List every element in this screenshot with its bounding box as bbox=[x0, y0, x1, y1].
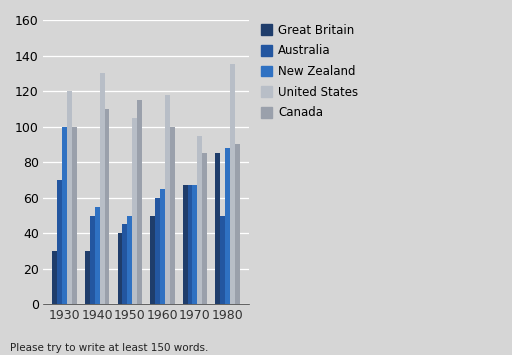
Bar bbox=[235, 144, 240, 304]
Bar bbox=[187, 185, 193, 304]
Bar bbox=[132, 118, 137, 304]
Bar bbox=[118, 233, 122, 304]
Bar bbox=[193, 185, 198, 304]
Bar bbox=[155, 198, 160, 304]
Bar bbox=[52, 251, 57, 304]
Bar bbox=[220, 215, 225, 304]
Legend: Great Britain, Australia, New Zealand, United States, Canada: Great Britain, Australia, New Zealand, U… bbox=[257, 20, 362, 123]
Bar bbox=[160, 189, 165, 304]
Bar bbox=[85, 251, 90, 304]
Bar bbox=[62, 127, 67, 304]
Bar bbox=[202, 153, 207, 304]
Bar bbox=[67, 91, 72, 304]
Bar bbox=[215, 153, 220, 304]
Bar bbox=[72, 127, 77, 304]
Bar bbox=[104, 109, 110, 304]
Bar bbox=[122, 224, 127, 304]
Bar bbox=[169, 127, 175, 304]
Bar bbox=[225, 148, 230, 304]
Bar bbox=[198, 136, 202, 304]
Bar bbox=[95, 207, 100, 304]
Bar bbox=[230, 65, 235, 304]
Bar bbox=[90, 215, 95, 304]
Bar bbox=[100, 73, 104, 304]
Bar bbox=[183, 185, 187, 304]
Bar bbox=[165, 95, 169, 304]
Bar bbox=[137, 100, 142, 304]
Text: Please try to write at least 150 words.: Please try to write at least 150 words. bbox=[10, 343, 208, 353]
Bar bbox=[127, 215, 132, 304]
Bar bbox=[150, 215, 155, 304]
Bar bbox=[57, 180, 62, 304]
